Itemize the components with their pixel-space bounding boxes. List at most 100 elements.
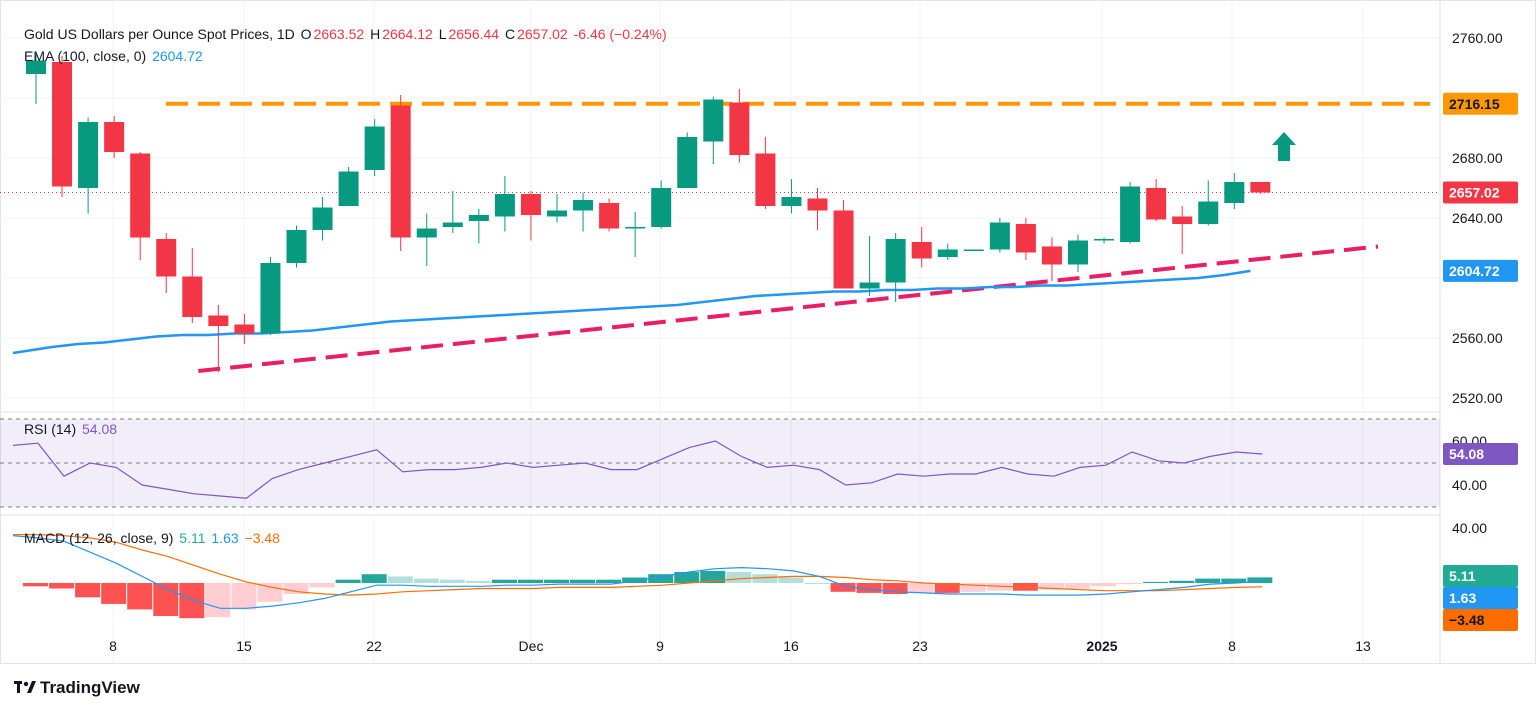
macd-histogram-bar — [23, 583, 48, 587]
macd-histogram-bar — [283, 583, 309, 594]
candle-body — [989, 222, 1010, 250]
close-label: C — [504, 26, 516, 42]
macd-line-badge-bg — [1443, 587, 1518, 609]
candle-body — [260, 263, 281, 334]
candle-body — [859, 282, 880, 289]
macd-histogram-bar — [960, 583, 986, 592]
candle-body — [807, 198, 828, 211]
candle-body — [547, 210, 567, 217]
candle-body — [208, 315, 229, 326]
x-tick-label: 15 — [236, 638, 252, 654]
macd-histogram-bar — [856, 583, 882, 593]
macd-histogram-bar — [465, 580, 491, 583]
macd-histogram-bar — [804, 583, 830, 584]
macd-histogram-bar — [413, 578, 439, 583]
candle-body — [1094, 239, 1115, 241]
support-trendline — [198, 244, 1379, 373]
candle-body — [78, 122, 99, 188]
candle-body — [1146, 188, 1167, 220]
ema-line — [12, 269, 1251, 355]
macd-histogram-bar — [674, 572, 700, 583]
rsi-value-badge: 54.08 — [1449, 446, 1484, 462]
candle-body — [651, 188, 672, 227]
price-tick-label: 2640.00 — [1452, 210, 1503, 226]
macd-hist-badge: 5.11 — [1449, 568, 1476, 584]
macd-histogram-bar — [127, 583, 153, 610]
symbol-title: Gold US Dollars per Ounce Spot Prices, 1… — [24, 26, 295, 42]
macd-histogram-bar — [778, 577, 804, 583]
macd-histogram-bar — [361, 574, 387, 583]
x-tick-label: Dec — [519, 638, 544, 654]
ohlc-legend: Gold US Dollars per Ounce Spot Prices, 1… — [24, 26, 669, 42]
candle-body — [338, 171, 359, 206]
tradingview-logo-text: TradingView — [40, 678, 140, 697]
price-tick-label: 2760.00 — [1452, 30, 1503, 46]
macd-line-badge: 1.63 — [1449, 590, 1476, 606]
candle-body — [416, 228, 437, 238]
candle-body — [1198, 201, 1219, 224]
last-price-badge-bg — [1443, 181, 1518, 204]
macd-hist-value: 5.11 — [179, 530, 206, 546]
macd-histogram-bar — [75, 583, 101, 598]
candle-body — [1015, 224, 1036, 253]
tradingview-logo[interactable]: TradingView — [14, 678, 140, 698]
candle-body — [26, 60, 46, 74]
chart-frame — [0, 0, 1536, 664]
candle-body — [885, 239, 906, 283]
price-tick-label: 2560.00 — [1452, 330, 1503, 346]
macd-histogram-bar — [1247, 577, 1273, 583]
macd-histogram-bar — [387, 576, 413, 583]
macd-histogram-bar — [335, 579, 361, 583]
macd-histogram-bar — [1221, 578, 1247, 583]
candle-body — [677, 137, 698, 188]
macd-histogram-bar — [1091, 583, 1117, 587]
macd-histogram-bar — [517, 579, 543, 583]
candle-body — [52, 62, 73, 187]
macd-histogram-bar — [1143, 581, 1169, 583]
macd-histogram-bar — [648, 574, 674, 583]
x-tick-label: 8 — [109, 638, 117, 654]
candle-body — [1172, 216, 1193, 224]
macd-histogram-bar — [934, 583, 960, 593]
candle-body — [156, 239, 177, 277]
x-tick-label: 22 — [366, 638, 382, 654]
macd-histogram-bar — [205, 583, 231, 618]
open-label: O — [300, 26, 312, 42]
macd-histogram-bar — [570, 579, 596, 583]
x-tick-label: 8 — [1228, 638, 1236, 654]
macd-histogram-bar — [179, 583, 205, 619]
macd-histogram-bar — [986, 583, 1012, 591]
macd-histogram-bar — [1038, 583, 1064, 590]
candle-body — [390, 105, 411, 238]
macd-line — [12, 535, 1263, 609]
macd-histogram-bar — [1065, 583, 1090, 589]
macd-histogram-bar — [439, 579, 465, 583]
price-tick-label: 2680.00 — [1452, 150, 1503, 166]
bullish-arrow-icon — [1272, 132, 1296, 161]
candle-body — [520, 194, 541, 215]
resistance-price-badge: 2716.15 — [1449, 96, 1500, 112]
candle-body — [1041, 246, 1062, 265]
x-tick-label: 9 — [656, 638, 664, 654]
macd-histogram-bar — [726, 572, 752, 583]
macd-histogram-bar — [49, 583, 75, 589]
candle-body — [755, 153, 776, 206]
rsi-line — [12, 440, 1263, 499]
candle-body — [1068, 240, 1088, 265]
price-tick-label: 2520.00 — [1452, 390, 1503, 406]
candle-body — [312, 207, 333, 230]
macd-histogram-bar — [101, 583, 127, 604]
x-tick-label: 16 — [783, 638, 799, 654]
candle-body — [182, 276, 203, 317]
macd-histogram-bar — [491, 579, 517, 583]
ema-legend: EMA (100, close, 0) 2604.72 — [24, 48, 205, 64]
ema-value: 2604.72 — [152, 48, 203, 64]
macd-line-value: 1.63 — [211, 530, 239, 546]
macd-hist-badge-bg — [1443, 565, 1518, 587]
rsi-value: 54.08 — [82, 421, 118, 437]
candle-body — [130, 153, 151, 238]
candle-body — [937, 249, 958, 257]
macd-signal-line — [13, 534, 1263, 596]
ema-label: EMA (100, close, 0) — [24, 48, 147, 64]
